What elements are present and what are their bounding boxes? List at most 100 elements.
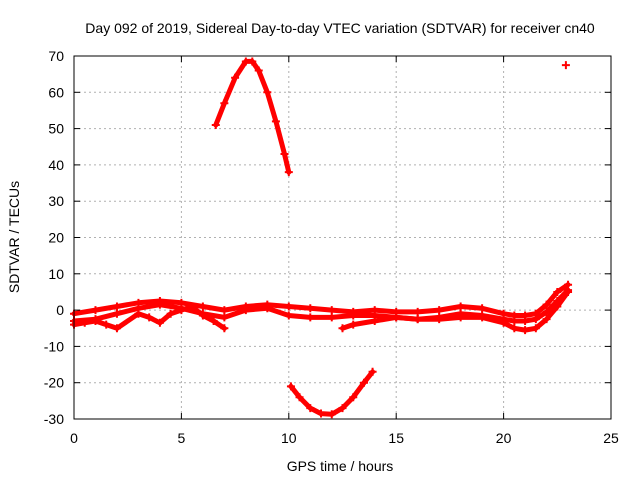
y-tick-label: 50 <box>48 121 64 137</box>
series-line-arc-high-peak <box>213 58 292 175</box>
data-point <box>295 393 304 402</box>
data-point <box>271 117 280 126</box>
data-point <box>166 309 175 318</box>
y-tick-label: 20 <box>48 230 64 246</box>
data-point <box>553 302 562 311</box>
data-point <box>198 302 207 311</box>
y-tick-label: 60 <box>48 84 64 100</box>
axis-ticks <box>73 55 612 420</box>
x-tick-label: 15 <box>388 430 404 446</box>
x-tick-label: 20 <box>496 430 512 446</box>
data-point <box>284 311 293 320</box>
data-point <box>91 316 100 325</box>
data-point <box>134 309 143 318</box>
data-point <box>263 304 272 313</box>
data-point <box>306 304 315 313</box>
data-point <box>542 307 551 316</box>
data-point <box>177 306 186 315</box>
grid <box>74 56 611 419</box>
y-tick-label: 40 <box>48 157 64 173</box>
data-point <box>327 410 336 419</box>
data-point <box>155 300 164 309</box>
data-point <box>327 306 336 315</box>
data-point <box>499 318 508 327</box>
data-point <box>349 311 358 320</box>
data-point <box>280 150 289 159</box>
data-point <box>564 287 573 296</box>
x-tick-label: 0 <box>70 430 78 446</box>
data-point <box>542 300 551 309</box>
data-point <box>510 316 519 325</box>
data-point <box>220 99 229 108</box>
series-line-track-a <box>71 282 571 318</box>
y-tick-label: 10 <box>48 266 64 282</box>
data-point <box>241 306 250 315</box>
y-tick-label: -20 <box>44 375 64 391</box>
data-point <box>521 316 530 325</box>
data-point <box>553 287 562 296</box>
data-point <box>456 313 465 322</box>
y-tick-label: 0 <box>56 302 64 318</box>
y-tick-label: -30 <box>44 411 64 427</box>
data-point <box>306 404 315 413</box>
data-point <box>220 313 229 322</box>
data-point <box>155 318 164 327</box>
data-point <box>211 120 220 129</box>
data-point <box>317 409 326 418</box>
data-point <box>478 313 487 322</box>
data-point <box>413 307 422 316</box>
data-point <box>349 320 358 329</box>
data-point <box>359 378 368 387</box>
data-point <box>248 57 257 66</box>
data-point <box>306 313 315 322</box>
data-point <box>542 315 551 324</box>
data-point <box>531 324 540 333</box>
x-tick-label: 10 <box>281 430 297 446</box>
x-tick-label: 5 <box>178 430 186 446</box>
data-point <box>392 313 401 322</box>
data-point <box>220 306 229 315</box>
data-point <box>510 324 519 333</box>
data-point <box>478 304 487 313</box>
x-tick-label: 25 <box>603 430 619 446</box>
data-point <box>254 66 263 75</box>
data-point <box>456 302 465 311</box>
data-point <box>112 324 121 333</box>
data-point <box>370 316 379 325</box>
data-point <box>435 306 444 315</box>
data-point <box>112 309 121 318</box>
data-point <box>198 311 207 320</box>
data-point <box>220 324 229 333</box>
chart-title: Day 092 of 2019, Sidereal Day-to-day VTE… <box>85 20 595 36</box>
data-point <box>327 313 336 322</box>
data-point <box>531 315 540 324</box>
data-point <box>91 306 100 315</box>
x-axis-title: GPS time / hours <box>287 458 394 474</box>
data-point <box>80 318 89 327</box>
data-point <box>284 302 293 311</box>
y-tick-label: 70 <box>48 48 64 64</box>
y-axis-title: SDTVAR / TECUs <box>6 181 22 293</box>
data-point <box>102 320 111 329</box>
data-point <box>209 316 218 325</box>
data-point <box>286 382 295 391</box>
data-point <box>112 302 121 311</box>
data-points <box>70 57 573 419</box>
tick-labels: 0 5 10 15 20 25 -30 -20 -10 0 10 20 30 40 50 60 70 <box>44 48 619 446</box>
data-point <box>263 88 272 97</box>
data-point <box>561 61 570 70</box>
y-tick-label: -10 <box>44 338 64 354</box>
data-point <box>145 313 154 322</box>
data-point <box>413 315 422 324</box>
series-line-arc-low-trough <box>288 369 376 417</box>
data-point <box>338 324 347 333</box>
y-tick-label: 30 <box>48 193 64 209</box>
data-point <box>231 73 240 82</box>
data-point <box>368 367 377 376</box>
data-point <box>349 393 358 402</box>
data-point <box>435 315 444 324</box>
data-point <box>188 302 197 311</box>
data-point <box>284 168 293 177</box>
data-point <box>338 404 347 413</box>
